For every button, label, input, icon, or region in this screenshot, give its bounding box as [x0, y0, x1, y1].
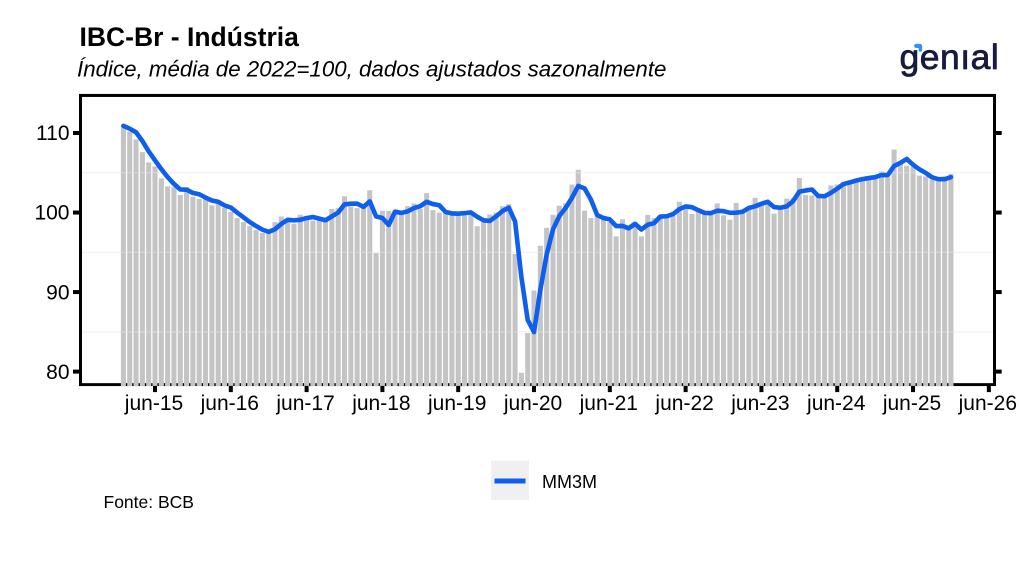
- svg-text:jun-19: jun-19: [427, 392, 486, 415]
- svg-text:100: 100: [34, 202, 69, 225]
- svg-text:MM3M: MM3M: [542, 472, 597, 492]
- svg-text:90: 90: [46, 281, 69, 304]
- svg-text:Fonte: BCB: Fonte: BCB: [104, 492, 194, 512]
- svg-text:jun-22: jun-22: [654, 392, 713, 415]
- svg-text:jun-16: jun-16: [200, 392, 259, 415]
- svg-text:IBC-Br - Indústria: IBC-Br - Indústria: [80, 22, 300, 52]
- svg-text:jun-24: jun-24: [806, 392, 866, 415]
- svg-text:Índice, média de 2022=100, dad: Índice, média de 2022=100, dados ajustad…: [77, 57, 666, 82]
- svg-text:jun-18: jun-18: [351, 392, 410, 415]
- svg-text:80: 80: [46, 361, 69, 384]
- svg-text:genıal: genıal: [900, 37, 1000, 77]
- svg-text:jun-23: jun-23: [730, 392, 789, 415]
- svg-text:jun-26: jun-26: [958, 392, 1017, 415]
- svg-text:110: 110: [36, 122, 69, 145]
- svg-text:jun-25: jun-25: [882, 392, 941, 415]
- svg-text:jun-17: jun-17: [275, 392, 334, 415]
- svg-text:jun-15: jun-15: [124, 392, 183, 415]
- svg-text:jun-21: jun-21: [579, 392, 638, 415]
- svg-text:jun-20: jun-20: [503, 392, 562, 415]
